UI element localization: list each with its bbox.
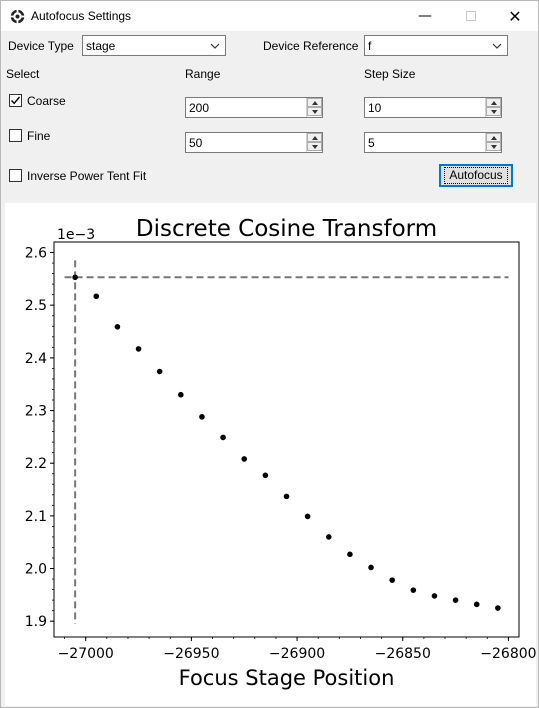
device-type-select[interactable]: stage [82,35,226,56]
fine-range-spinbox[interactable]: 50 [185,132,323,153]
chevron-down-icon [492,43,502,49]
y-tick-label: 2.3 [25,404,47,420]
range-column-header: Range [185,67,221,81]
x-tick-label: −27000 [58,646,114,662]
data-point [262,472,269,479]
checkmark-icon [10,96,21,105]
window-title: Autofocus Settings [31,9,132,23]
y-tick-label: 2.4 [25,351,47,367]
data-point [93,293,100,300]
close-icon: ✕ [508,6,522,26]
y-tick-label: 1.9 [25,614,47,630]
y-offset-label: 1e−3 [57,227,95,243]
data-point [473,601,480,608]
x-tick-label: −26950 [163,646,219,662]
x-tick-label: −26900 [269,646,325,662]
spin-up-button[interactable] [307,98,322,107]
data-point [410,587,417,593]
fine-checkbox[interactable] [9,129,22,142]
data-point [156,368,163,375]
x-tick-label: −26850 [375,646,431,662]
settings-gear-icon [10,9,25,24]
spin-down-button[interactable] [307,142,322,151]
spin-down-button[interactable] [307,107,322,116]
inverse-power-tent-fit-checkbox[interactable] [9,169,22,182]
dct-chart: Discrete Cosine Transform 1.9 2.0 2.1 2.2 2.3… [25,216,536,690]
x-tick-label: −26800 [480,646,536,662]
device-type-label: Device Type [8,39,74,53]
device-reference-value: f [368,39,372,53]
arrow-up-icon [312,136,318,140]
arrow-down-icon [312,145,318,149]
data-point [72,274,78,281]
device-reference-select[interactable]: f [364,35,508,56]
arrow-up-icon [312,101,318,105]
data-point [368,564,374,571]
spin-down-button[interactable] [486,107,501,116]
close-button[interactable]: ✕ [492,1,538,31]
data-point [178,391,184,398]
chevron-down-icon [210,43,220,49]
inverse-power-tent-fit-label: Inverse Power Tent Fit [27,169,147,183]
y-tick-label: 2.5 [25,298,47,314]
data-point [431,593,438,599]
autofocus-button-label: Autofocus [444,167,508,184]
y-tick-label: 2.1 [25,509,47,525]
arrow-up-icon [491,136,497,140]
data-point [135,346,142,352]
data-point [304,513,311,520]
device-reference-label: Device Reference [263,39,359,53]
data-point [325,534,332,540]
minimize-button[interactable]: — [402,1,448,31]
plot-canvas: Discrete Cosine Transform 1.9 2.0 2.1 2.2 2.3… [5,203,536,706]
data-point [347,551,353,558]
step-size-column-header: Step Size [364,67,416,81]
data-point [452,597,459,603]
chart-title: Discrete Cosine Transform [136,216,437,242]
arrow-down-icon [312,110,318,114]
x-axis-label: Focus Stage Position [179,666,395,690]
spin-down-button[interactable] [486,142,501,151]
coarse-step-value: 10 [368,101,382,115]
data-point [495,605,501,611]
data-point [114,323,121,330]
data-point [283,493,290,500]
coarse-step-spinbox[interactable]: 10 [364,97,502,118]
y-tick-label: 2.2 [25,456,47,472]
arrow-down-icon [491,110,497,114]
title-bar[interactable]: Autofocus Settings — ✕ [1,1,538,31]
data-point [220,434,226,441]
spin-up-button[interactable] [486,133,501,142]
maximize-button[interactable] [448,1,494,31]
y-tick-label: 2.6 [25,246,47,262]
fine-range-value: 50 [189,136,203,150]
data-point [199,414,205,420]
device-type-value: stage [86,39,116,53]
coarse-checkbox[interactable] [9,94,22,107]
autofocus-button[interactable]: Autofocus [439,164,513,187]
fine-step-value: 5 [368,136,375,150]
plot-frame [53,241,520,638]
fine-label: Fine [27,129,51,143]
fine-step-spinbox[interactable]: 5 [364,132,502,153]
arrow-up-icon [491,101,497,105]
arrow-down-icon [491,145,497,149]
data-point [241,456,248,462]
coarse-range-value: 200 [189,101,210,115]
data-point [389,577,395,583]
coarse-label: Coarse [27,94,66,108]
y-tick-label: 2.0 [25,562,47,578]
maximize-icon [466,11,476,21]
spin-up-button[interactable] [486,98,501,107]
select-column-header: Select [6,67,40,81]
minimize-icon: — [418,8,432,24]
spin-up-button[interactable] [307,133,322,142]
coarse-range-spinbox[interactable]: 200 [185,97,323,118]
